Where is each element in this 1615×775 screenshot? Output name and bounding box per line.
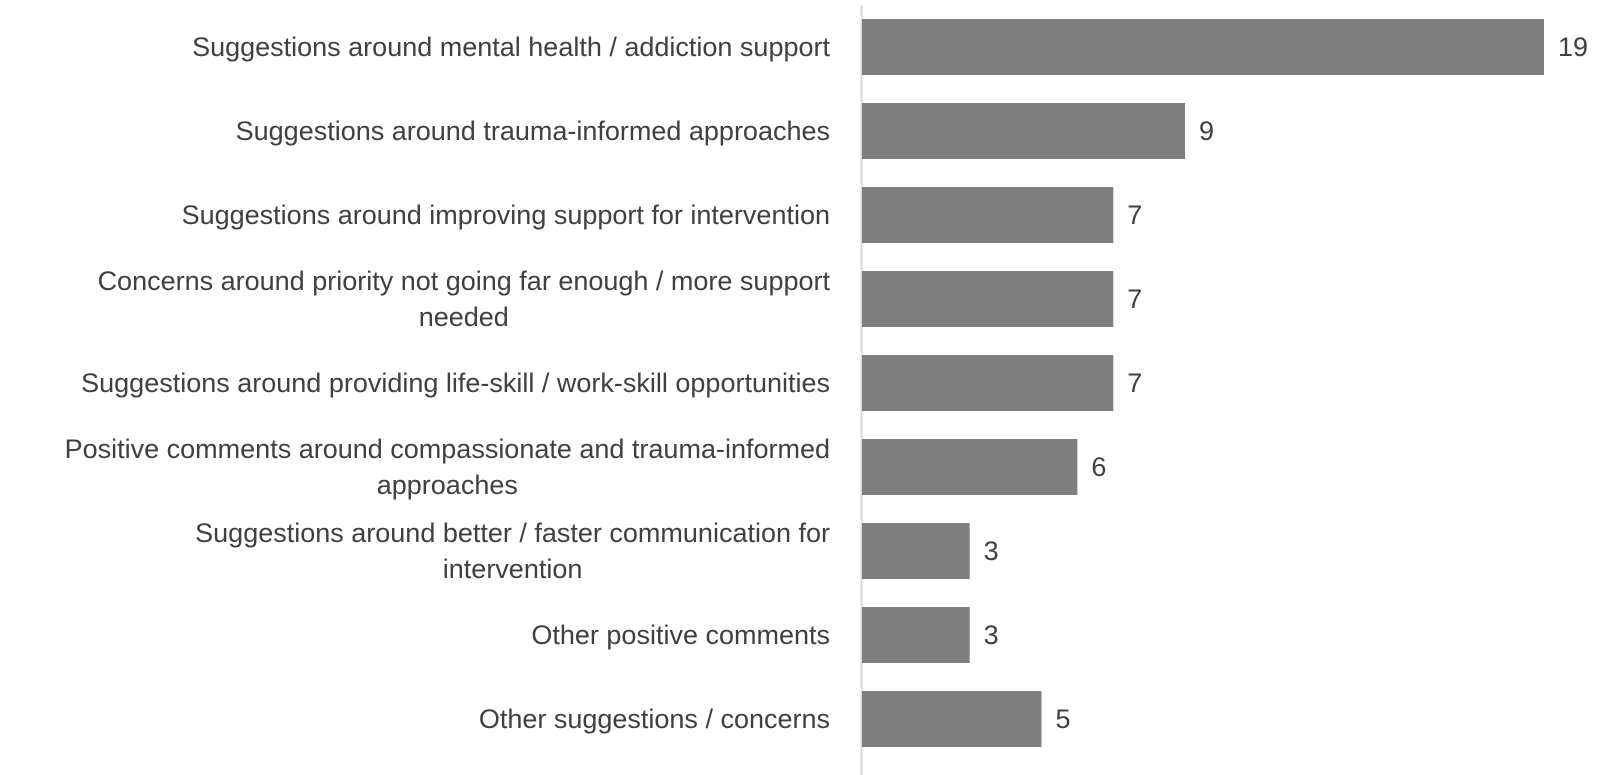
bars-group xyxy=(862,19,1544,747)
category-label-2: Suggestions around improving support for… xyxy=(182,200,830,230)
category-label-4: Suggestions around providing life-skill … xyxy=(81,368,830,398)
category-label-line: Other suggestions / concerns xyxy=(479,704,830,734)
category-label-line: Other positive comments xyxy=(531,620,830,650)
category-label-3: Concerns around priority not going far e… xyxy=(98,266,831,332)
category-label-wrap-line: needed xyxy=(419,302,509,332)
data-label-5: 6 xyxy=(1091,452,1106,482)
category-label-line: Suggestions around mental health / addic… xyxy=(192,32,830,62)
bar-6 xyxy=(862,523,970,579)
category-label-line: Positive comments around compassionate a… xyxy=(65,434,830,464)
bar-4 xyxy=(862,355,1114,411)
category-label-line: Suggestions around improving support for… xyxy=(182,200,830,230)
category-labels-group: Suggestions around mental health / addic… xyxy=(65,32,831,734)
bar-5 xyxy=(862,439,1078,495)
data-labels-group: 19 9 7 7 7 6 3 3 5 xyxy=(984,32,1588,734)
category-label-0: Suggestions around mental health / addic… xyxy=(192,32,830,62)
category-label-1: Suggestions around trauma-informed appro… xyxy=(236,116,830,146)
bar-8 xyxy=(862,691,1042,747)
data-label-1: 9 xyxy=(1199,116,1214,146)
category-label-wrap-line: approaches xyxy=(377,470,518,500)
bar-2 xyxy=(862,187,1114,243)
category-label-line: Concerns around priority not going far e… xyxy=(98,266,831,296)
bar-0 xyxy=(862,19,1544,75)
category-label-line: Suggestions around better / faster commu… xyxy=(195,518,830,548)
data-label-2: 7 xyxy=(1127,200,1142,230)
bar-1 xyxy=(862,103,1186,159)
category-label-5: Positive comments around compassionate a… xyxy=(65,434,830,500)
category-label-7: Other positive comments xyxy=(531,620,830,650)
data-label-6: 3 xyxy=(984,536,999,566)
category-label-wrap-line: intervention xyxy=(443,554,583,584)
bar-7 xyxy=(862,607,970,663)
data-label-7: 3 xyxy=(984,620,999,650)
data-label-4: 7 xyxy=(1127,368,1142,398)
data-label-8: 5 xyxy=(1055,704,1070,734)
category-label-line: Suggestions around trauma-informed appro… xyxy=(236,116,830,146)
category-label-line: Suggestions around providing life-skill … xyxy=(81,368,830,398)
data-label-0: 19 xyxy=(1558,32,1588,62)
data-label-3: 7 xyxy=(1127,284,1142,314)
category-label-6: Suggestions around better / faster commu… xyxy=(195,518,830,584)
bar-3 xyxy=(862,271,1114,327)
category-label-8: Other suggestions / concerns xyxy=(479,704,830,734)
